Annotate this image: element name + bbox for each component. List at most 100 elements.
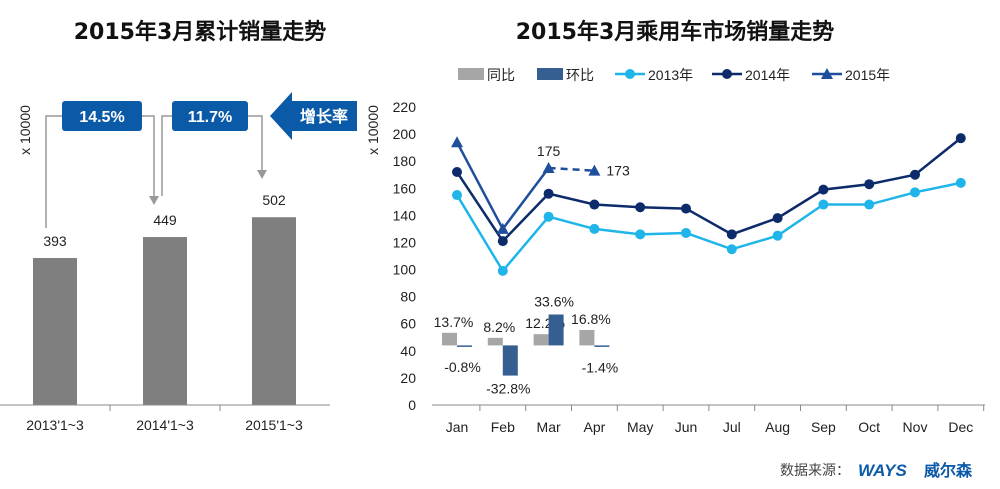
series-2015-label-3: 173 [606, 163, 630, 179]
legend-swatch-yoy [458, 68, 484, 80]
legend-label-2015: 2015年 [845, 67, 890, 83]
right-x-tick-label-aug: Aug [765, 419, 790, 435]
yoy-label-0: 13.7% [434, 314, 474, 330]
right-y-tick-160: 160 [393, 180, 417, 196]
series-2013-marker-1 [497, 265, 508, 276]
growth-tag-arrow [270, 92, 357, 140]
series-2014-marker-5 [681, 203, 691, 214]
legend-marker-2013 [625, 69, 635, 79]
connector-to-2015 [248, 115, 263, 170]
series-2013-marker-7 [772, 230, 783, 241]
yoy-bar-3 [579, 329, 595, 346]
right-y-tick-140: 140 [393, 207, 417, 223]
series-2014-marker-11 [955, 133, 966, 144]
legend-marker-2014 [722, 69, 732, 79]
series-2013-marker-6 [726, 244, 737, 255]
growth-box-1 [62, 101, 142, 131]
growth-connectors [45, 115, 263, 228]
left-bar-0 [33, 258, 77, 405]
mom-bar-0 [457, 345, 472, 347]
right-x-tick-label-dec: Dec [948, 419, 973, 435]
legend-label-2014: 2014年 [745, 67, 790, 83]
right-y-tick-0: 0 [408, 397, 416, 413]
right-bar-group: 13.7% 8.2% 12.2% 16.8%-0.8%-32.8%33.6%-1.4% [434, 293, 619, 396]
series-2014-marker-10 [910, 169, 920, 180]
growth-callout-2: 11.7% [172, 101, 248, 131]
mom-label-2: 33.6% [534, 293, 574, 309]
series-2014-marker-7 [772, 213, 783, 224]
right-y-tick-60: 60 [400, 316, 416, 332]
legend-swatch-mom [537, 68, 563, 80]
series-2014-marker-1 [497, 236, 508, 247]
yoy-label-1: 8.2% [483, 319, 515, 335]
source-label: 数据来源： [780, 462, 850, 478]
yoy-bar-0 [442, 332, 457, 346]
mom-bar-3 [594, 345, 610, 347]
left-x-tick-label-2: 2015'1~3 [245, 417, 303, 433]
series-2013-marker-11 [955, 177, 966, 188]
right-x-tick-label-jun: Jun [675, 419, 698, 435]
series-2014-marker-3 [589, 199, 600, 210]
legend-label-2013: 2013年 [648, 67, 693, 83]
right-y-tick-40: 40 [400, 343, 416, 359]
left-bar-value-0: 393 [43, 233, 67, 249]
right-x-axis-ticks: Jan Feb Mar Apr May Jun Jul Aug Sep Oct Nov Dec [446, 405, 985, 435]
left-chart-title: 2015年3月累计销量走势 [74, 19, 327, 45]
series-2014-marker-6 [726, 229, 737, 240]
series-2013-marker-2 [543, 211, 554, 222]
growth-tag-label: 增长率 [300, 107, 348, 126]
right-y-tick-180: 180 [393, 153, 417, 169]
right-x-tick-label-apr: Apr [584, 419, 606, 435]
series-2013-marker-8 [818, 199, 829, 210]
growth-tag: 增长率 [270, 92, 357, 140]
source-brand-logo: WAYS [858, 461, 907, 480]
left-bar-value-1: 449 [153, 212, 177, 228]
series-line-1 [455, 137, 962, 244]
legend-marker-2015 [821, 68, 833, 79]
right-x-tick-label-mar: Mar [537, 419, 561, 435]
right-x-tick-label-may: May [627, 419, 653, 435]
series-2014-marker-8 [818, 184, 829, 195]
series-2015-label-2: 175 [537, 143, 561, 159]
series-line-0 [455, 181, 962, 274]
source-brand-cn: 威尔森 [924, 461, 973, 480]
right-y-tick-100: 100 [393, 262, 417, 278]
series-2013-marker-10 [910, 187, 920, 198]
left-bar-1 [143, 237, 187, 405]
source-credit: 数据来源： WAYS 威尔森 [780, 461, 973, 480]
right-y-axis-ticks: 0 20 40 60 80 100 120 140 160 180 200 220 [393, 99, 417, 413]
yoy-bar-1 [487, 337, 503, 346]
series-2014-marker-4 [635, 202, 646, 213]
series-2013-marker-9 [864, 199, 875, 210]
series-line-2-dashed [548, 166, 595, 172]
series-2015-marker-0 [451, 136, 463, 148]
right-x-tick-label-jan: Jan [446, 419, 469, 435]
right-y-tick-220: 220 [393, 99, 417, 115]
mom-bar-2 [548, 314, 564, 346]
mom-label-3: -1.4% [582, 360, 619, 376]
series-2015-marker-3 [588, 164, 601, 176]
growth-label-1: 14.5% [79, 109, 124, 126]
series-2013-marker-3 [589, 223, 600, 234]
right-x-tick-label-feb: Feb [491, 419, 515, 435]
right-y-unit: x 10000 [365, 105, 381, 155]
connector-to-2014 [142, 115, 155, 196]
left-bar-value-2: 502 [262, 192, 286, 208]
right-y-tick-200: 200 [393, 126, 417, 142]
right-line-group: 175 173 [451, 133, 966, 276]
legend-label-mom: 环比 [566, 67, 594, 83]
connector-2013 [45, 115, 62, 228]
mom-bar-1 [502, 345, 518, 376]
mom-label-0: -0.8% [444, 359, 481, 375]
series-2013-marker-5 [681, 227, 691, 238]
left-y-unit: x 10000 [17, 105, 33, 155]
series-2013-marker-0 [452, 190, 462, 201]
legend-label-yoy: 同比 [487, 67, 515, 83]
left-bar-group: 393 2013'1~3 449 2014'1~3 502 2015'1~3 [26, 192, 303, 433]
growth-label-2: 11.7% [188, 109, 232, 126]
right-y-tick-120: 120 [393, 234, 417, 250]
right-y-tick-80: 80 [400, 289, 416, 305]
right-y-tick-20: 20 [400, 370, 416, 386]
series-2014-marker-0 [452, 167, 462, 178]
